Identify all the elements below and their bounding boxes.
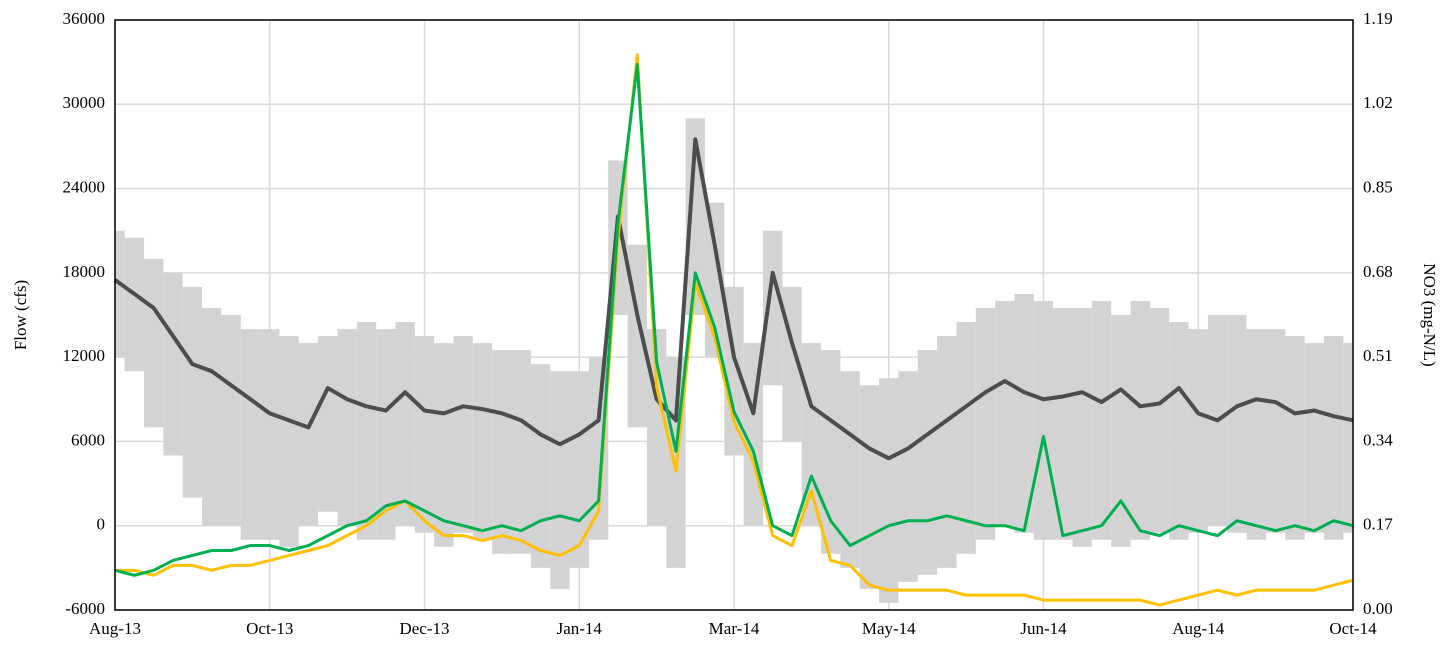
range-band: [1188, 329, 1208, 533]
range-band: [395, 322, 415, 526]
range-band: [115, 230, 125, 358]
range-band: [898, 371, 918, 582]
x-tick-label: May-14: [862, 619, 916, 638]
x-tick-label: Dec-13: [399, 619, 449, 638]
range-band: [337, 329, 357, 526]
range-band: [492, 350, 512, 554]
range-band: [240, 329, 261, 540]
x-tick-label: Jan-14: [557, 619, 603, 638]
range-band: [356, 322, 377, 540]
range-band: [879, 378, 899, 603]
y2-tick-label: 0.17: [1363, 515, 1393, 534]
range-band: [318, 336, 338, 512]
range-band: [1285, 336, 1305, 540]
x-tick-label: Jun-14: [1020, 619, 1067, 638]
range-band: [763, 230, 783, 386]
y2-tick-label: 0.68: [1363, 262, 1393, 281]
range-band: [298, 343, 319, 526]
y2-tick-label: 0.51: [1363, 346, 1393, 365]
y-tick-label: 18000: [63, 262, 106, 281]
range-band: [1111, 315, 1131, 547]
x-tick-label: Oct-13: [246, 619, 293, 638]
range-band: [1227, 315, 1247, 533]
range-band: [975, 307, 996, 540]
x-tick-label: Aug-14: [1172, 619, 1224, 638]
range-band: [453, 336, 473, 533]
y2-tick-label: 0.34: [1363, 430, 1393, 449]
y2-tick-label: 0.00: [1363, 599, 1393, 618]
range-band: [221, 315, 241, 526]
y-tick-label: 24000: [63, 177, 106, 196]
range-band: [414, 336, 435, 533]
series-line: [114, 63, 1354, 577]
series-line: [115, 53, 1354, 607]
range-band: [917, 350, 938, 575]
range-band: [144, 258, 164, 428]
x-tick-label: Aug-13: [89, 619, 141, 638]
range-band: [434, 343, 454, 547]
x-tick-label: Mar-14: [709, 619, 760, 638]
range-band: [1323, 336, 1344, 540]
y2-tick-label: 0.85: [1363, 177, 1393, 196]
range-band: [1246, 329, 1266, 540]
plot-frame: [114, 19, 1354, 611]
range-band: [550, 371, 570, 589]
range-band: [569, 371, 589, 568]
range-band: [588, 357, 609, 540]
range-band: [163, 272, 183, 456]
y-tick-label: 12000: [63, 346, 106, 365]
range-band: [182, 286, 203, 498]
range-band: [1091, 300, 1112, 540]
range-band: [202, 307, 222, 526]
range-band: [1033, 300, 1054, 540]
range-band: [1304, 343, 1324, 533]
range-band: [1343, 343, 1353, 533]
y-tick-label: 0: [97, 515, 106, 534]
y2-axis-label: NO3 (mg-N/L): [1420, 263, 1439, 366]
range-band: [821, 350, 841, 554]
series-line: [113, 137, 1354, 461]
y-tick-label: 6000: [71, 430, 105, 449]
range-band: [1149, 307, 1170, 533]
range-band: [1265, 329, 1286, 533]
y-tick-label: 36000: [63, 9, 106, 28]
range-band: [1014, 293, 1034, 533]
range-band: [995, 300, 1015, 526]
range-band: [511, 350, 531, 554]
range-band: [1053, 307, 1073, 540]
y-tick-label: 30000: [63, 93, 106, 112]
range-band: [937, 336, 957, 568]
range-band: [956, 322, 976, 554]
y-tick-label: -6000: [65, 599, 105, 618]
range-band: [704, 202, 725, 358]
range-band: [1169, 322, 1189, 540]
y-axis-label: Flow (cfs): [11, 280, 30, 350]
x-tick-label: Oct-14: [1329, 619, 1377, 638]
range-band: [472, 343, 493, 540]
range-band: [124, 237, 145, 372]
range-band: [530, 364, 551, 568]
range-band: [859, 385, 880, 589]
range-band: [1072, 307, 1092, 547]
y2-tick-label: 1.19: [1363, 9, 1393, 28]
range-band: [376, 329, 396, 540]
range-band: [840, 371, 860, 568]
y2-tick-label: 1.02: [1363, 93, 1393, 112]
range-band: [260, 329, 280, 540]
range-band: [1130, 300, 1150, 540]
range-band: [279, 336, 299, 547]
